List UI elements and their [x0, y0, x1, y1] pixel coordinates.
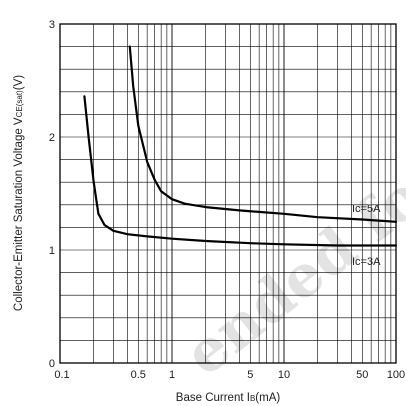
curve-labels: Ic=5A Ic=3A	[352, 203, 381, 268]
x-tick-label: 0.1	[54, 369, 69, 381]
x-axis-title-main: Base Current I	[176, 392, 250, 404]
x-axis-title-sub: B	[250, 394, 255, 403]
x-tick-label: 50	[356, 369, 368, 381]
y-tick-label: 1	[49, 245, 55, 257]
curve-label-ic-5a: Ic=5A	[352, 203, 381, 215]
plot-grid	[59, 23, 397, 364]
y-axis-title: Collector-Emitter Saturation Voltage VCE…	[13, 75, 25, 311]
y-axis-title-main: Collector-Emitter Saturation Voltage V	[13, 117, 25, 311]
y-axis-title-sub: CE(sat)	[15, 90, 24, 117]
x-tick-label: 0.5	[131, 369, 146, 381]
curves-layer	[83, 45, 398, 247]
y-tick-label: 3	[49, 19, 55, 31]
x-axis-title: Base Current IB(mA)	[176, 392, 281, 404]
x-tick-label: 10	[278, 369, 290, 381]
y-tick-label: 2	[49, 132, 55, 144]
x-tick-label: 1	[169, 369, 175, 381]
curve-label-ic-3a: Ic=3A	[352, 256, 381, 268]
y-tick-labels: 0 1 2 3	[49, 19, 55, 370]
y-tick-label: 0	[49, 358, 55, 370]
y-axis-title-unit: (V)	[13, 75, 25, 91]
x-tick-label: 5	[247, 369, 253, 381]
plot-frame	[59, 23, 397, 364]
x-tick-label: 100	[387, 369, 405, 381]
series-line-ic-5a	[128, 45, 398, 223]
x-tick-labels: 0.1 0.5 1 5 10 50 100	[54, 369, 405, 381]
x-axis-title-unit: (mA)	[255, 392, 280, 404]
series-line-ic-3a	[83, 95, 398, 247]
